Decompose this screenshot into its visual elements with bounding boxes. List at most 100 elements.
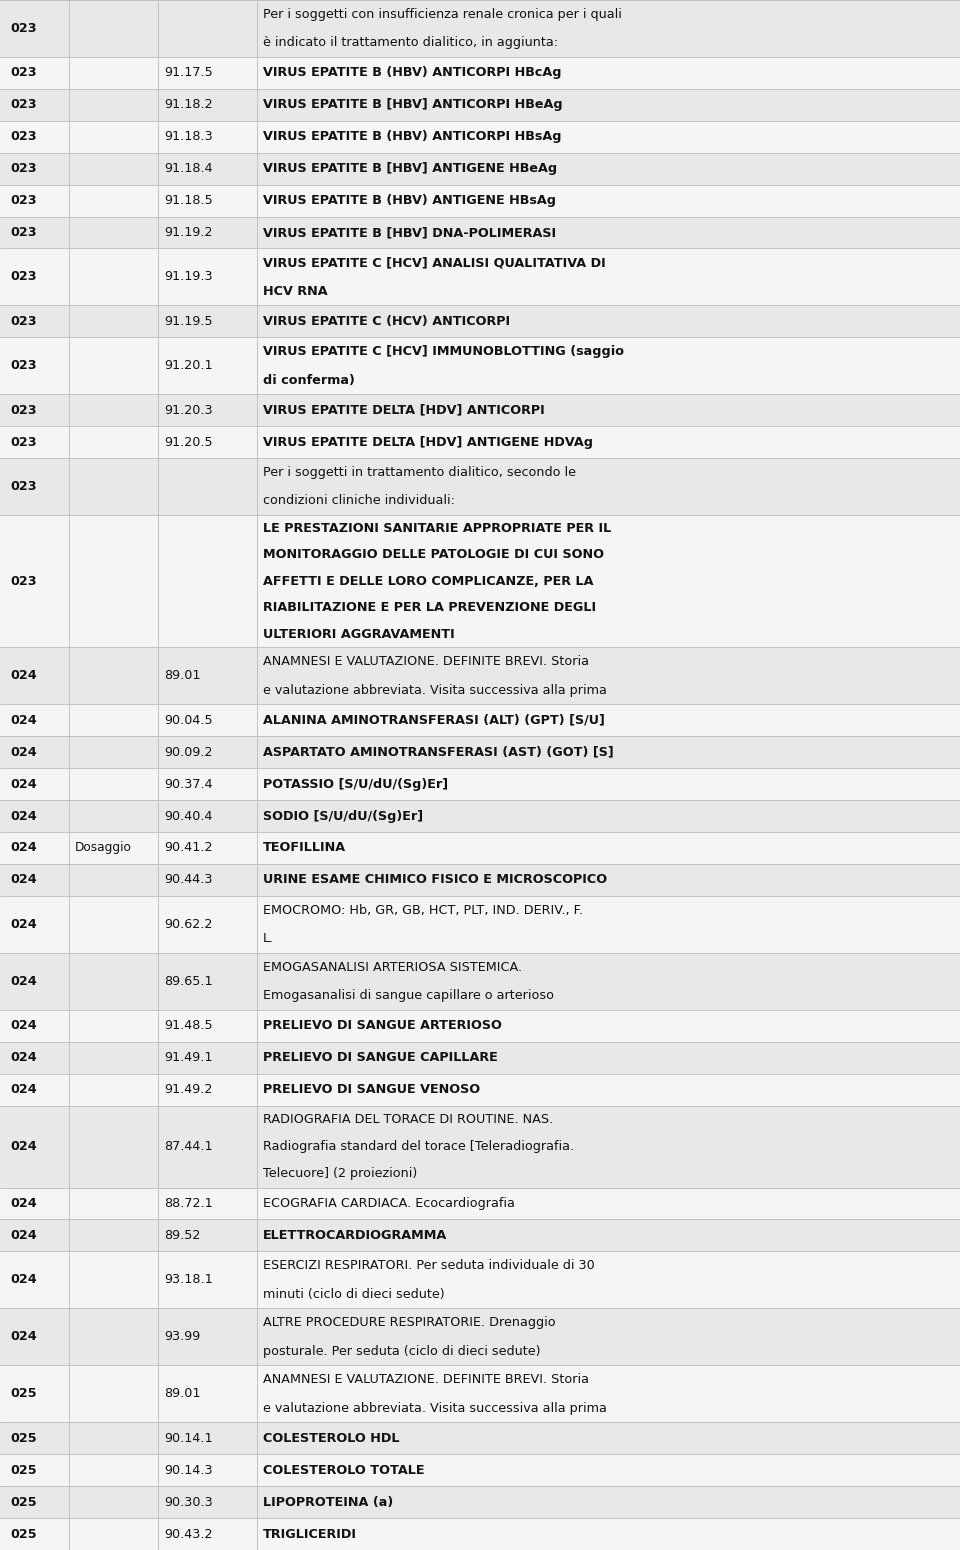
Bar	[0, 1423, 960, 1454]
Text: LIPOPROTEINA (a): LIPOPROTEINA (a)	[263, 1496, 394, 1508]
Text: Radiografia standard del torace [Teleradiografia.: Radiografia standard del torace [Telerad…	[263, 1141, 574, 1153]
Bar	[0, 338, 960, 394]
Bar	[0, 217, 960, 248]
Text: 91.18.5: 91.18.5	[164, 194, 213, 208]
Text: 025: 025	[11, 1463, 37, 1477]
Text: MONITORAGGIO DELLE PATOLOGIE DI CUI SONO: MONITORAGGIO DELLE PATOLOGIE DI CUI SONO	[263, 549, 604, 561]
Text: 024: 024	[11, 1330, 37, 1344]
Text: COLESTEROLO HDL: COLESTEROLO HDL	[263, 1432, 399, 1445]
Bar	[0, 121, 960, 153]
Bar	[0, 1042, 960, 1074]
Text: 023: 023	[11, 436, 37, 448]
Text: 025: 025	[11, 1387, 37, 1400]
Text: 91.19.3: 91.19.3	[164, 270, 213, 284]
Text: 91.19.5: 91.19.5	[164, 315, 213, 329]
Text: VIRUS EPATITE B [HBV] ANTIGENE HBeAg: VIRUS EPATITE B [HBV] ANTIGENE HBeAg	[263, 163, 557, 175]
Text: 024: 024	[11, 1083, 37, 1096]
Text: PRELIEVO DI SANGUE VENOSO: PRELIEVO DI SANGUE VENOSO	[263, 1083, 480, 1096]
Text: 023: 023	[11, 575, 37, 587]
Bar	[0, 896, 960, 953]
Text: 023: 023	[11, 130, 37, 143]
Text: ULTERIORI AGGRAVAMENTI: ULTERIORI AGGRAVAMENTI	[263, 628, 455, 640]
Text: condizioni cliniche individuali:: condizioni cliniche individuali:	[263, 494, 455, 507]
Text: SODIO [S/U/dU/(Sg)Er]: SODIO [S/U/dU/(Sg)Er]	[263, 809, 423, 823]
Text: RADIOGRAFIA DEL TORACE DI ROUTINE. NAS.: RADIOGRAFIA DEL TORACE DI ROUTINE. NAS.	[263, 1113, 553, 1125]
Bar	[0, 0, 960, 57]
Text: ANAMNESI E VALUTAZIONE. DEFINITE BREVI. Storia: ANAMNESI E VALUTAZIONE. DEFINITE BREVI. …	[263, 1373, 589, 1386]
Bar	[0, 800, 960, 832]
Text: minuti (ciclo di dieci sedute): minuti (ciclo di dieci sedute)	[263, 1288, 444, 1300]
Text: 024: 024	[11, 1051, 37, 1065]
Text: 89.65.1: 89.65.1	[164, 975, 213, 987]
Bar	[0, 863, 960, 896]
Text: 024: 024	[11, 1229, 37, 1242]
Text: 024: 024	[11, 1141, 37, 1153]
Text: PRELIEVO DI SANGUE ARTERIOSO: PRELIEVO DI SANGUE ARTERIOSO	[263, 1020, 502, 1032]
Text: 023: 023	[11, 67, 37, 79]
Text: 91.49.2: 91.49.2	[164, 1083, 212, 1096]
Text: e valutazione abbreviata. Visita successiva alla prima: e valutazione abbreviata. Visita success…	[263, 1401, 607, 1415]
Text: 023: 023	[11, 405, 37, 417]
Text: e valutazione abbreviata. Visita successiva alla prima: e valutazione abbreviata. Visita success…	[263, 684, 607, 696]
Text: 024: 024	[11, 1020, 37, 1032]
Text: 024: 024	[11, 670, 37, 682]
Text: 87.44.1: 87.44.1	[164, 1141, 213, 1153]
Text: 023: 023	[11, 194, 37, 208]
Bar	[0, 1366, 960, 1423]
Text: Per i soggetti con insufficienza renale cronica per i quali: Per i soggetti con insufficienza renale …	[263, 8, 622, 20]
Text: 023: 023	[11, 226, 37, 239]
Text: 024: 024	[11, 918, 37, 932]
Bar	[0, 704, 960, 736]
Text: 025: 025	[11, 1528, 37, 1541]
Text: TRIGLICERIDI: TRIGLICERIDI	[263, 1528, 357, 1541]
Text: 024: 024	[11, 715, 37, 727]
Text: 91.18.3: 91.18.3	[164, 130, 213, 143]
Bar	[0, 1486, 960, 1517]
Text: di conferma): di conferma)	[263, 374, 355, 386]
Bar	[0, 1220, 960, 1251]
Bar	[0, 1187, 960, 1220]
Text: TEOFILLINA: TEOFILLINA	[263, 842, 347, 854]
Bar	[0, 1251, 960, 1308]
Text: 93.99: 93.99	[164, 1330, 201, 1344]
Text: VIRUS EPATITE B (HBV) ANTICORPI HBsAg: VIRUS EPATITE B (HBV) ANTICORPI HBsAg	[263, 130, 562, 143]
Text: 90.37.4: 90.37.4	[164, 778, 213, 790]
Text: 91.19.2: 91.19.2	[164, 226, 213, 239]
Bar	[0, 459, 960, 515]
Text: 89.52: 89.52	[164, 1229, 201, 1242]
Text: RIABILITAZIONE E PER LA PREVENZIONE DEGLI: RIABILITAZIONE E PER LA PREVENZIONE DEGL…	[263, 601, 596, 614]
Text: VIRUS EPATITE DELTA [HDV] ANTICORPI: VIRUS EPATITE DELTA [HDV] ANTICORPI	[263, 405, 544, 417]
Text: 89.01: 89.01	[164, 670, 201, 682]
Text: Per i soggetti in trattamento dialitico, secondo le: Per i soggetti in trattamento dialitico,…	[263, 467, 576, 479]
Bar	[0, 736, 960, 769]
Text: VIRUS EPATITE C (HCV) ANTICORPI: VIRUS EPATITE C (HCV) ANTICORPI	[263, 315, 510, 329]
Text: VIRUS EPATITE B [HBV] ANTICORPI HBeAg: VIRUS EPATITE B [HBV] ANTICORPI HBeAg	[263, 98, 563, 112]
Text: VIRUS EPATITE DELTA [HDV] ANTIGENE HDVAg: VIRUS EPATITE DELTA [HDV] ANTIGENE HDVAg	[263, 436, 593, 448]
Text: 025: 025	[11, 1432, 37, 1445]
Text: 91.18.2: 91.18.2	[164, 98, 213, 112]
Bar	[0, 248, 960, 305]
Text: ELETTROCARDIOGRAMMA: ELETTROCARDIOGRAMMA	[263, 1229, 447, 1242]
Text: ALANINA AMINOTRANSFERASI (ALT) (GPT) [S/U]: ALANINA AMINOTRANSFERASI (ALT) (GPT) [S/…	[263, 715, 605, 727]
Bar	[0, 57, 960, 88]
Text: AFFETTI E DELLE LORO COMPLICANZE, PER LA: AFFETTI E DELLE LORO COMPLICANZE, PER LA	[263, 575, 593, 587]
Text: 91.48.5: 91.48.5	[164, 1020, 213, 1032]
Text: VIRUS EPATITE B (HBV) ANTIGENE HBsAg: VIRUS EPATITE B (HBV) ANTIGENE HBsAg	[263, 194, 556, 208]
Bar	[0, 426, 960, 459]
Text: 90.44.3: 90.44.3	[164, 873, 213, 887]
Text: 023: 023	[11, 315, 37, 329]
Bar	[0, 1454, 960, 1486]
Bar	[0, 648, 960, 704]
Text: 90.41.2: 90.41.2	[164, 842, 213, 854]
Text: 91.18.4: 91.18.4	[164, 163, 213, 175]
Text: ASPARTATO AMINOTRANSFERASI (AST) (GOT) [S]: ASPARTATO AMINOTRANSFERASI (AST) (GOT) […	[263, 746, 613, 758]
Text: 024: 024	[11, 842, 37, 854]
Text: 90.62.2: 90.62.2	[164, 918, 212, 932]
Text: ESERCIZI RESPIRATORI. Per seduta individuale di 30: ESERCIZI RESPIRATORI. Per seduta individ…	[263, 1259, 595, 1273]
Bar	[0, 1009, 960, 1042]
Text: 90.40.4: 90.40.4	[164, 809, 213, 823]
Text: 023: 023	[11, 163, 37, 175]
Text: 023: 023	[11, 270, 37, 284]
Bar	[0, 1105, 960, 1187]
Bar	[0, 88, 960, 121]
